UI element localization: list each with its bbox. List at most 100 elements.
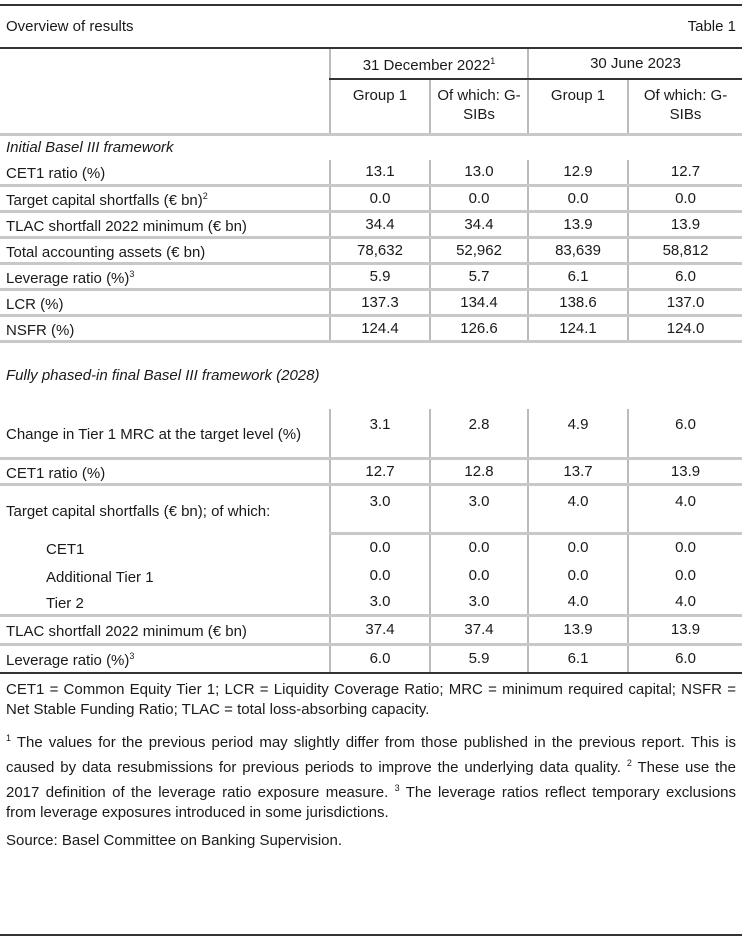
cell-value: 13.9 xyxy=(627,209,742,237)
cell-value: 78,632 xyxy=(329,235,430,263)
table-row: Additional Tier 1 0.0 0.0 0.0 0.0 xyxy=(0,561,742,590)
column-header: Of which: G-SIBs xyxy=(627,79,742,134)
table-notes: CET1 = Common Equity Tier 1; LCR = Liqui… xyxy=(0,674,742,851)
table-row: Change in Tier 1 MRC at the target level… xyxy=(0,409,742,458)
row-label: TLAC shortfall 2022 minimum (€ bn) xyxy=(0,613,330,644)
period-header-2022: 31 December 20221 xyxy=(328,49,529,80)
cell-value: 0.0 xyxy=(527,561,629,590)
cell-value: 0.0 xyxy=(428,561,529,590)
cell-value: 4.0 xyxy=(627,482,742,533)
cell-value: 6.0 xyxy=(627,261,742,289)
cell-value: 12.8 xyxy=(428,456,529,484)
cell-value: 58,812 xyxy=(627,235,742,263)
table-row: Leverage ratio (%)3 5.9 5.7 6.1 6.0 xyxy=(0,261,742,289)
cell-value: 124.1 xyxy=(527,313,629,341)
cell-value: 4.9 xyxy=(527,409,629,458)
row-label: Target capital shortfalls (€ bn); of whi… xyxy=(0,482,330,533)
cell-value: 3.0 xyxy=(329,482,430,533)
cell-value: 13.9 xyxy=(527,209,629,237)
section-heading: Initial Basel III framework xyxy=(0,132,742,160)
cell-value: 126.6 xyxy=(428,313,529,341)
row-label: Target capital shortfalls (€ bn)2 xyxy=(0,183,330,211)
cell-value: 0.0 xyxy=(428,531,529,561)
row-label: TLAC shortfall 2022 minimum (€ bn) xyxy=(0,209,330,237)
cell-value: 34.4 xyxy=(428,209,529,237)
cell-value: 4.0 xyxy=(527,482,629,533)
cell-value: 138.6 xyxy=(527,287,629,315)
cell-value: 13.9 xyxy=(627,613,742,644)
cell-value: 13.1 xyxy=(329,160,430,185)
table-row: Tier 2 3.0 3.0 4.0 4.0 xyxy=(0,590,742,615)
cell-value: 3.0 xyxy=(428,590,529,615)
cell-value: 0.0 xyxy=(329,183,430,211)
cell-value: 6.0 xyxy=(627,409,742,458)
title-row: Overview of results Table 1 xyxy=(0,6,742,49)
cell-value: 37.4 xyxy=(428,613,529,644)
table-title: Overview of results xyxy=(6,18,134,35)
cell-value: 12.7 xyxy=(627,160,742,185)
row-label: Tier 2 xyxy=(46,595,84,613)
cell-value: 34.4 xyxy=(329,209,430,237)
cell-value: 12.7 xyxy=(329,456,430,484)
cell-value: 52,962 xyxy=(428,235,529,263)
table-row: Leverage ratio (%)3 6.0 5.9 6.1 6.0 xyxy=(0,642,742,674)
row-label: Total accounting assets (€ bn) xyxy=(0,235,330,263)
abbreviations-note: CET1 = Common Equity Tier 1; LCR = Liqui… xyxy=(6,681,736,718)
row-label: CET1 xyxy=(46,540,85,558)
cell-value: 0.0 xyxy=(329,561,430,590)
cell-value: 3.0 xyxy=(428,482,529,533)
cell-value: 13.9 xyxy=(627,456,742,484)
top-rule xyxy=(0,4,742,6)
cell-value: 124.0 xyxy=(627,313,742,341)
source-note: Source: Basel Committee on Banking Super… xyxy=(6,832,343,849)
cell-value: 0.0 xyxy=(627,561,742,590)
results-table-document: Overview of results Table 1 31 December … xyxy=(0,4,742,936)
table-row: CET1 ratio (%) 12.7 12.8 13.7 13.9 xyxy=(0,456,742,484)
table-row: TLAC shortfall 2022 minimum (€ bn) 37.4 37… xyxy=(0,613,742,644)
cell-value: 3.1 xyxy=(329,409,430,458)
cell-value: 0.0 xyxy=(428,183,529,211)
cell-value: 4.0 xyxy=(527,590,629,615)
cell-value: 13.0 xyxy=(428,160,529,185)
cell-value: 5.9 xyxy=(428,642,529,674)
table-row: TLAC shortfall 2022 minimum (€ bn) 34.4 34… xyxy=(0,209,742,237)
period-header-2023: 30 June 2023 xyxy=(527,49,742,80)
column-header: Of which: G-SIBs xyxy=(428,79,529,134)
footnotes: 1 The values for the previous period may… xyxy=(6,733,737,821)
cell-value: 0.0 xyxy=(627,531,742,561)
cell-value: 6.1 xyxy=(527,642,629,674)
row-label: Leverage ratio (%)3 xyxy=(0,261,330,289)
cell-value: 0.0 xyxy=(329,531,430,561)
cell-value: 12.9 xyxy=(527,160,629,185)
cell-value: 137.3 xyxy=(329,287,430,315)
cell-value: 83,639 xyxy=(527,235,629,263)
column-header: Group 1 xyxy=(329,79,430,134)
cell-value: 13.9 xyxy=(527,613,629,644)
cell-value: 6.0 xyxy=(627,642,742,674)
table-row: NSFR (%) 124.4 126.6 124.1 124.0 xyxy=(0,313,742,341)
table-row: Total accounting assets (€ bn) 78,632 52,9… xyxy=(0,235,742,263)
table-row: LCR (%) 137.3 134.4 138.6 137.0 xyxy=(0,287,742,315)
cell-value: 0.0 xyxy=(627,183,742,211)
cell-value: 3.0 xyxy=(329,590,430,615)
cell-value: 124.4 xyxy=(329,313,430,341)
cell-value: 13.7 xyxy=(527,456,629,484)
row-label: Additional Tier 1 xyxy=(46,569,154,586)
cell-value: 0.0 xyxy=(527,183,629,211)
cell-value: 0.0 xyxy=(527,531,629,561)
row-label: LCR (%) xyxy=(0,287,330,315)
column-header: Group 1 xyxy=(527,79,629,134)
cell-value: 5.7 xyxy=(428,261,529,289)
cell-value: 6.0 xyxy=(329,642,430,674)
table-row: Target capital shortfalls (€ bn)2 0.0 0.0 0… xyxy=(0,183,742,211)
table-row: CET1 ratio (%) 13.1 13.0 12.9 12.7 xyxy=(0,160,742,185)
table-label: Table 1 xyxy=(687,18,736,35)
bottom-rule xyxy=(0,934,742,936)
row-label: NSFR (%) xyxy=(0,313,330,341)
row-label: Change in Tier 1 MRC at the target level… xyxy=(6,426,302,444)
cell-value: 37.4 xyxy=(329,613,430,644)
cell-value: 137.0 xyxy=(627,287,742,315)
row-label: Leverage ratio (%)3 xyxy=(0,642,330,674)
row-label: CET1 ratio (%) xyxy=(0,456,330,484)
table-row: CET1 0.0 0.0 0.0 0.0 xyxy=(0,531,742,561)
